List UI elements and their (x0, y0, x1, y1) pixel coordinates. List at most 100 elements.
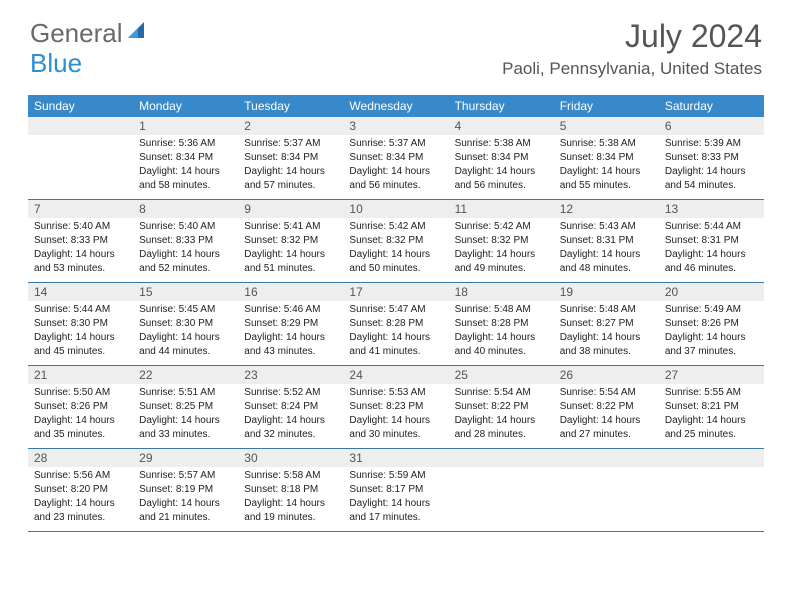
sunset-text: Sunset: 8:30 PM (139, 317, 232, 331)
day-body: Sunrise: 5:56 AMSunset: 8:20 PMDaylight:… (28, 467, 133, 531)
day-body: Sunrise: 5:40 AMSunset: 8:33 PMDaylight:… (28, 218, 133, 282)
calendar-cell: 29Sunrise: 5:57 AMSunset: 8:19 PMDayligh… (133, 449, 238, 532)
day-body: Sunrise: 5:37 AMSunset: 8:34 PMDaylight:… (238, 135, 343, 199)
calendar-cell: 24Sunrise: 5:53 AMSunset: 8:23 PMDayligh… (343, 366, 448, 449)
calendar-cell: 28Sunrise: 5:56 AMSunset: 8:20 PMDayligh… (28, 449, 133, 532)
day-number: 15 (133, 283, 238, 301)
daylight-text: Daylight: 14 hours and 52 minutes. (139, 248, 232, 276)
calendar-cell: 23Sunrise: 5:52 AMSunset: 8:24 PMDayligh… (238, 366, 343, 449)
sunset-text: Sunset: 8:22 PM (455, 400, 548, 414)
sunset-text: Sunset: 8:17 PM (349, 483, 442, 497)
day-number: 31 (343, 449, 448, 467)
calendar-row: 1Sunrise: 5:36 AMSunset: 8:34 PMDaylight… (28, 117, 764, 200)
day-body: Sunrise: 5:44 AMSunset: 8:31 PMDaylight:… (659, 218, 764, 282)
sunrise-text: Sunrise: 5:42 AM (455, 220, 548, 234)
calendar-cell: 22Sunrise: 5:51 AMSunset: 8:25 PMDayligh… (133, 366, 238, 449)
sunrise-text: Sunrise: 5:45 AM (139, 303, 232, 317)
calendar-cell: 1Sunrise: 5:36 AMSunset: 8:34 PMDaylight… (133, 117, 238, 200)
daylight-text: Daylight: 14 hours and 33 minutes. (139, 414, 232, 442)
day-number: 25 (449, 366, 554, 384)
daylight-text: Daylight: 14 hours and 43 minutes. (244, 331, 337, 359)
daylight-text: Daylight: 14 hours and 51 minutes. (244, 248, 337, 276)
day-body: Sunrise: 5:42 AMSunset: 8:32 PMDaylight:… (343, 218, 448, 282)
sunrise-text: Sunrise: 5:46 AM (244, 303, 337, 317)
day-body: Sunrise: 5:51 AMSunset: 8:25 PMDaylight:… (133, 384, 238, 448)
sunset-text: Sunset: 8:34 PM (455, 151, 548, 165)
sunset-text: Sunset: 8:21 PM (665, 400, 758, 414)
calendar-cell: 5Sunrise: 5:38 AMSunset: 8:34 PMDaylight… (554, 117, 659, 200)
calendar-cell: 14Sunrise: 5:44 AMSunset: 8:30 PMDayligh… (28, 283, 133, 366)
daylight-text: Daylight: 14 hours and 55 minutes. (560, 165, 653, 193)
sunset-text: Sunset: 8:31 PM (665, 234, 758, 248)
sunset-text: Sunset: 8:29 PM (244, 317, 337, 331)
sunset-text: Sunset: 8:32 PM (455, 234, 548, 248)
calendar-cell: 25Sunrise: 5:54 AMSunset: 8:22 PMDayligh… (449, 366, 554, 449)
sunset-text: Sunset: 8:28 PM (349, 317, 442, 331)
calendar-cell: 9Sunrise: 5:41 AMSunset: 8:32 PMDaylight… (238, 200, 343, 283)
logo-sail-icon (126, 18, 148, 49)
day-body: Sunrise: 5:38 AMSunset: 8:34 PMDaylight:… (554, 135, 659, 199)
sunrise-text: Sunrise: 5:38 AM (455, 137, 548, 151)
day-number: 3 (343, 117, 448, 135)
day-body: Sunrise: 5:40 AMSunset: 8:33 PMDaylight:… (133, 218, 238, 282)
day-header-friday: Friday (554, 95, 659, 117)
calendar-row: 7Sunrise: 5:40 AMSunset: 8:33 PMDaylight… (28, 200, 764, 283)
calendar-cell (28, 117, 133, 200)
daylight-text: Daylight: 14 hours and 35 minutes. (34, 414, 127, 442)
day-body: Sunrise: 5:44 AMSunset: 8:30 PMDaylight:… (28, 301, 133, 365)
calendar-cell: 20Sunrise: 5:49 AMSunset: 8:26 PMDayligh… (659, 283, 764, 366)
sunset-text: Sunset: 8:28 PM (455, 317, 548, 331)
header: General July 2024 Paoli, Pennsylvania, U… (0, 0, 792, 87)
sunset-text: Sunset: 8:23 PM (349, 400, 442, 414)
day-number: 10 (343, 200, 448, 218)
daylight-text: Daylight: 14 hours and 32 minutes. (244, 414, 337, 442)
sunrise-text: Sunrise: 5:37 AM (244, 137, 337, 151)
day-body: Sunrise: 5:42 AMSunset: 8:32 PMDaylight:… (449, 218, 554, 282)
day-header-monday: Monday (133, 95, 238, 117)
day-body: Sunrise: 5:48 AMSunset: 8:28 PMDaylight:… (449, 301, 554, 365)
sunrise-text: Sunrise: 5:48 AM (455, 303, 548, 317)
day-number: 9 (238, 200, 343, 218)
sunset-text: Sunset: 8:33 PM (139, 234, 232, 248)
day-number: 17 (343, 283, 448, 301)
sunset-text: Sunset: 8:33 PM (665, 151, 758, 165)
sunrise-text: Sunrise: 5:50 AM (34, 386, 127, 400)
daylight-text: Daylight: 14 hours and 48 minutes. (560, 248, 653, 276)
day-body: Sunrise: 5:36 AMSunset: 8:34 PMDaylight:… (133, 135, 238, 199)
daylight-text: Daylight: 14 hours and 44 minutes. (139, 331, 232, 359)
sunrise-text: Sunrise: 5:37 AM (349, 137, 442, 151)
daylight-text: Daylight: 14 hours and 56 minutes. (455, 165, 548, 193)
day-body: Sunrise: 5:54 AMSunset: 8:22 PMDaylight:… (449, 384, 554, 448)
calendar-cell: 16Sunrise: 5:46 AMSunset: 8:29 PMDayligh… (238, 283, 343, 366)
calendar-cell: 3Sunrise: 5:37 AMSunset: 8:34 PMDaylight… (343, 117, 448, 200)
day-number: 7 (28, 200, 133, 218)
day-number: 24 (343, 366, 448, 384)
sunrise-text: Sunrise: 5:44 AM (665, 220, 758, 234)
sunset-text: Sunset: 8:25 PM (139, 400, 232, 414)
calendar-cell (554, 449, 659, 532)
sunset-text: Sunset: 8:34 PM (349, 151, 442, 165)
calendar-cell: 21Sunrise: 5:50 AMSunset: 8:26 PMDayligh… (28, 366, 133, 449)
sunrise-text: Sunrise: 5:39 AM (665, 137, 758, 151)
calendar-body: 1Sunrise: 5:36 AMSunset: 8:34 PMDaylight… (28, 117, 764, 532)
day-body (659, 467, 764, 523)
day-number: 6 (659, 117, 764, 135)
sunrise-text: Sunrise: 5:56 AM (34, 469, 127, 483)
calendar-cell: 8Sunrise: 5:40 AMSunset: 8:33 PMDaylight… (133, 200, 238, 283)
day-body: Sunrise: 5:39 AMSunset: 8:33 PMDaylight:… (659, 135, 764, 199)
calendar-cell (659, 449, 764, 532)
sunset-text: Sunset: 8:26 PM (665, 317, 758, 331)
day-header-tuesday: Tuesday (238, 95, 343, 117)
daylight-text: Daylight: 14 hours and 50 minutes. (349, 248, 442, 276)
day-body: Sunrise: 5:38 AMSunset: 8:34 PMDaylight:… (449, 135, 554, 199)
sunset-text: Sunset: 8:24 PM (244, 400, 337, 414)
day-number: 18 (449, 283, 554, 301)
daylight-text: Daylight: 14 hours and 45 minutes. (34, 331, 127, 359)
calendar-cell: 7Sunrise: 5:40 AMSunset: 8:33 PMDaylight… (28, 200, 133, 283)
day-body: Sunrise: 5:57 AMSunset: 8:19 PMDaylight:… (133, 467, 238, 531)
sunrise-text: Sunrise: 5:48 AM (560, 303, 653, 317)
calendar-cell (449, 449, 554, 532)
calendar-cell: 19Sunrise: 5:48 AMSunset: 8:27 PMDayligh… (554, 283, 659, 366)
calendar-cell: 13Sunrise: 5:44 AMSunset: 8:31 PMDayligh… (659, 200, 764, 283)
day-number: 14 (28, 283, 133, 301)
